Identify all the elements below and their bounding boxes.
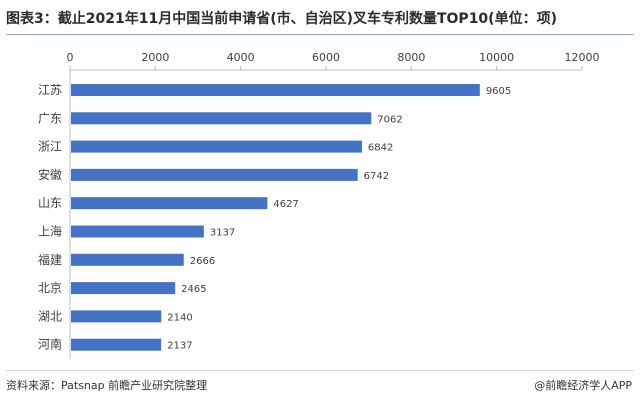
value-label: 6842 [368,143,393,154]
value-label: 2137 [167,341,192,352]
category-label: 江苏 [38,83,62,97]
bar [71,253,184,266]
category-label: 安徽 [38,167,62,182]
category-label: 湖北 [38,308,62,323]
bar [71,140,362,153]
value-label: 2140 [167,312,192,323]
x-tick-label: 8000 [397,51,425,64]
value-label: 4627 [273,199,298,210]
brand-label: @前瞻经济学人APP [534,379,632,392]
x-tick-label: 10000 [479,51,514,64]
x-tick-label: 0 [67,51,74,64]
title-divider [6,34,634,35]
category-label: 北京 [38,281,62,295]
bar [71,112,372,125]
bar [71,338,162,351]
value-label: 6742 [364,171,389,182]
bar [71,168,358,181]
category-label: 浙江 [38,140,62,154]
bar [71,310,162,323]
bar [71,84,480,96]
x-tick-label: 6000 [312,51,340,64]
bar [71,197,268,210]
value-label: 7062 [377,114,402,125]
x-tick-label: 4000 [227,51,255,64]
category-label: 福建 [38,252,62,267]
value-label: 2465 [181,284,206,295]
category-label: 上海 [38,224,62,239]
category-label: 山东 [38,196,62,210]
source-note: 资料来源：Patsnap 前瞻产业研究院整理 [6,379,208,392]
value-label: 2666 [190,256,215,267]
value-label: 3137 [210,228,235,239]
bar-chart: 0 2000 4000 6000 8000 10000 12000 江苏 9605 广东 7062 浙… [38,51,600,359]
value-label: 9605 [486,86,511,97]
x-tick-label: 12000 [565,51,600,64]
bar [71,225,204,238]
bar [71,282,176,295]
footer-divider [6,370,634,371]
chart-title: 图表3：截止2021年11月中国当前申请省(市、自治区)叉车专利数量TOP10(… [6,11,557,27]
x-tick-label: 2000 [141,51,169,64]
category-label: 河南 [38,337,62,352]
category-label: 广东 [38,111,62,125]
